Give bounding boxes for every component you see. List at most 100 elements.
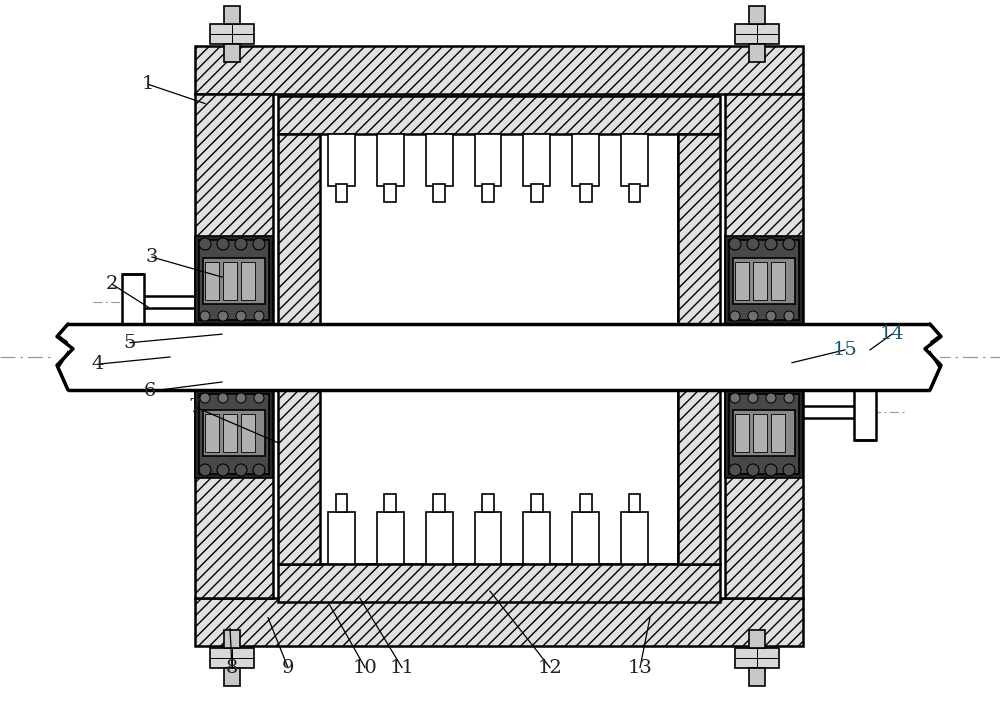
Bar	[278, 564, 720, 602]
Bar	[725, 390, 803, 598]
Circle shape	[199, 464, 211, 476]
Bar	[771, 262, 785, 300]
Bar	[223, 414, 237, 452]
Bar	[426, 134, 453, 186]
Text: 9: 9	[282, 658, 294, 677]
Bar	[328, 134, 355, 186]
Bar	[475, 512, 501, 564]
Bar	[523, 512, 550, 564]
Bar	[725, 390, 803, 478]
Bar	[205, 414, 219, 452]
Circle shape	[217, 464, 229, 476]
Circle shape	[253, 464, 265, 476]
Bar	[749, 630, 765, 648]
Bar	[241, 262, 255, 300]
Bar	[278, 134, 320, 564]
Bar	[854, 384, 876, 440]
Bar	[749, 44, 765, 62]
Bar	[201, 367, 217, 383]
Circle shape	[200, 311, 210, 321]
Bar	[133, 296, 195, 308]
Circle shape	[747, 464, 759, 476]
Bar	[572, 512, 599, 564]
Bar	[531, 494, 543, 512]
Bar	[328, 512, 355, 564]
Bar	[203, 410, 265, 456]
Bar	[205, 262, 219, 300]
Text: 12: 12	[538, 658, 562, 677]
Bar	[210, 648, 254, 668]
Text: 6: 6	[144, 382, 156, 401]
Bar	[195, 390, 273, 478]
Bar	[68, 325, 930, 389]
Bar	[733, 258, 795, 304]
Bar	[749, 668, 765, 686]
Circle shape	[235, 464, 247, 476]
Circle shape	[783, 238, 795, 250]
Bar	[336, 184, 347, 202]
Bar	[725, 94, 803, 324]
Circle shape	[730, 311, 740, 321]
Bar	[224, 668, 240, 686]
Bar	[735, 24, 779, 44]
Bar	[199, 240, 269, 320]
Bar	[580, 184, 592, 202]
Bar	[197, 324, 271, 390]
Circle shape	[254, 311, 264, 321]
Bar	[482, 184, 494, 202]
Bar	[241, 414, 255, 452]
Bar	[771, 414, 785, 452]
Bar	[729, 240, 799, 320]
Text: 10: 10	[353, 658, 377, 677]
Bar	[735, 262, 749, 300]
Bar	[199, 394, 269, 474]
Bar	[195, 390, 273, 598]
Text: 14: 14	[880, 325, 904, 343]
Bar	[629, 184, 640, 202]
Bar	[195, 236, 273, 324]
Bar	[482, 494, 494, 512]
Bar	[629, 494, 640, 512]
Bar	[55, 324, 940, 390]
Bar	[725, 236, 803, 324]
Bar	[195, 46, 803, 94]
Bar	[753, 262, 767, 300]
Circle shape	[748, 393, 758, 403]
Bar	[803, 406, 865, 418]
Bar	[224, 6, 240, 24]
Bar	[572, 134, 599, 186]
Circle shape	[784, 393, 794, 403]
Text: 13: 13	[628, 658, 652, 677]
Bar	[203, 258, 265, 304]
Bar	[433, 494, 445, 512]
Bar	[621, 134, 648, 186]
Text: 2: 2	[106, 275, 118, 293]
Bar	[377, 134, 404, 186]
Bar	[749, 6, 765, 24]
Circle shape	[729, 464, 741, 476]
Bar	[733, 410, 795, 456]
Text: 1: 1	[142, 75, 154, 94]
Circle shape	[783, 464, 795, 476]
Text: 3: 3	[146, 248, 158, 266]
Bar	[195, 94, 273, 324]
Circle shape	[765, 238, 777, 250]
Circle shape	[729, 238, 741, 250]
Text: 7: 7	[189, 398, 201, 416]
Bar	[377, 512, 404, 564]
Bar	[433, 184, 445, 202]
Bar	[580, 494, 592, 512]
Circle shape	[218, 393, 228, 403]
Circle shape	[765, 464, 777, 476]
Circle shape	[747, 238, 759, 250]
Bar	[336, 494, 347, 512]
Bar	[384, 494, 396, 512]
Bar	[278, 96, 720, 134]
Bar	[195, 598, 803, 646]
Bar	[122, 274, 144, 330]
Bar	[475, 134, 501, 186]
Circle shape	[766, 393, 776, 403]
Bar	[678, 134, 720, 564]
Bar	[735, 414, 749, 452]
Circle shape	[236, 311, 246, 321]
